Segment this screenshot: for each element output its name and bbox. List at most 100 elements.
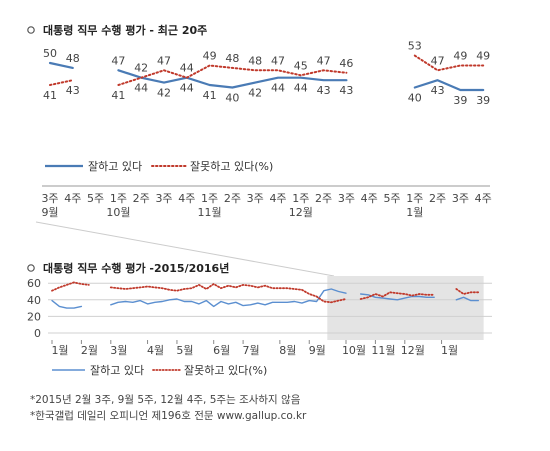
- highlight-band: [327, 276, 484, 340]
- x-tick-month: 5월: [176, 344, 193, 357]
- x-tick-week: 3주: [41, 192, 58, 205]
- x-tick-month: 12월: [401, 344, 425, 357]
- data-label-disapprove: 47: [157, 54, 171, 67]
- series-line-1-seg-4: [455, 296, 479, 302]
- x-tick-month: 9월: [41, 206, 58, 219]
- data-label-approve: 48: [66, 52, 80, 65]
- data-label-disapprove: 48: [248, 54, 262, 67]
- zoom-connector-line: [35, 221, 335, 277]
- chart-title: 대통령 직무 수행 평가 -2015/2016년: [43, 261, 229, 275]
- data-label-approve: 41: [203, 89, 217, 102]
- x-tick-month: 7월: [243, 344, 260, 357]
- legend-label-disapprove: 잘못하고 있다(%): [184, 363, 267, 377]
- x-tick-week: 5주: [87, 192, 104, 205]
- data-label-approve: 39: [453, 94, 467, 107]
- title-icon: [27, 26, 35, 34]
- series-line-1-seg-3: [413, 79, 485, 92]
- x-tick-week: 4주: [64, 192, 81, 205]
- x-tick-month: 10월: [106, 206, 130, 219]
- data-label-approve: 40: [408, 92, 422, 105]
- data-label-approve: 47: [111, 54, 125, 67]
- series-line-1-seg-2: [110, 288, 347, 308]
- top-chart: 대통령 직무 수행 평가 - 최근 20주 50 41 48 43 47 41 42 44 42 4…: [27, 23, 492, 219]
- footnote-source: *한국갤럽 데일리 오피니언 제196호 전문 www.gallup.co.kr: [30, 410, 307, 422]
- data-label-approve: 44: [180, 62, 194, 75]
- x-tick-week: 3주: [338, 192, 355, 205]
- x-tick-week: 1주: [201, 192, 218, 205]
- x-tick-week: 2주: [315, 192, 332, 205]
- data-label-disapprove: 49: [476, 49, 490, 62]
- data-label-disapprove: 53: [408, 40, 422, 53]
- series-line-2-seg-4: [455, 288, 480, 295]
- x-tick-week: 5주: [383, 192, 400, 205]
- x-tick-month: 11월: [198, 206, 222, 219]
- series-line-1-seg-1: [48, 61, 74, 70]
- x-tick-month: 10월: [342, 344, 366, 357]
- x-tick-month: 12월: [289, 206, 313, 219]
- data-label-disapprove: 48: [225, 52, 239, 65]
- x-tick-month: 6월: [213, 344, 230, 357]
- x-tick-month: 1월: [441, 344, 458, 357]
- data-label-approve: 42: [248, 87, 262, 100]
- x-tick-week: 3주: [247, 192, 264, 205]
- legend-label-disapprove: 잘못하고 있다(%): [190, 159, 273, 173]
- data-label-approve: 50: [43, 47, 57, 60]
- series-line-1-seg-2: [117, 69, 348, 89]
- series-line-1-seg-3: [360, 293, 435, 301]
- series-line-2-seg-1: [49, 79, 74, 86]
- x-tick-week: 4주: [475, 192, 492, 205]
- x-tick-month: 9월: [309, 344, 326, 357]
- legend-label-approve: 잘하고 있다: [88, 159, 142, 173]
- data-label-disapprove: 43: [66, 84, 80, 97]
- data-label-approve: 43: [339, 84, 353, 97]
- y-tick-label: 40: [27, 294, 41, 307]
- data-label-disapprove: 44: [134, 82, 148, 95]
- x-tick-week: 4주: [269, 192, 286, 205]
- title-icon: [27, 264, 35, 272]
- x-tick-week: 2주: [429, 192, 446, 205]
- footnote-survey-gaps: *2015년 2월 3주, 9월 5주, 12월 4주, 5주는 조사하지 않음: [30, 394, 301, 406]
- x-tick-week: 2주: [133, 192, 150, 205]
- series-line-2-seg-2: [109, 283, 347, 304]
- series-line-2-seg-2: [117, 64, 348, 86]
- data-label-disapprove: 41: [43, 89, 57, 102]
- data-label-approve: 43: [431, 84, 445, 97]
- y-tick-label: 0: [34, 327, 41, 340]
- data-label-approve: 43: [317, 84, 331, 97]
- x-tick-week: 3주: [155, 192, 172, 205]
- x-tick-week: 4주: [178, 192, 195, 205]
- legend-label-approve: 잘하고 있다: [90, 363, 144, 377]
- x-tick-month: 3월: [110, 344, 127, 357]
- data-label-approve: 39: [476, 94, 490, 107]
- data-label-approve: 40: [225, 92, 239, 105]
- data-label-disapprove: 44: [180, 82, 194, 95]
- data-label-disapprove: 49: [203, 49, 217, 62]
- x-tick-week: 2주: [224, 192, 241, 205]
- y-tick-label: 60: [27, 277, 41, 290]
- x-tick-month: 1월: [406, 206, 423, 219]
- series-line-2-seg-3: [413, 54, 485, 72]
- data-label-disapprove: 41: [111, 89, 125, 102]
- x-tick-month: 11월: [371, 344, 395, 357]
- x-tick-week: 1주: [110, 192, 127, 205]
- data-label-approve: 44: [271, 82, 285, 95]
- x-tick-month: 1월: [51, 344, 68, 357]
- x-tick-week: 3주: [452, 192, 469, 205]
- data-label-disapprove: 46: [339, 57, 353, 70]
- x-tick-week: 1주: [406, 192, 423, 205]
- data-label-approve: 42: [157, 87, 171, 100]
- x-tick-week: 4주: [361, 192, 378, 205]
- chart-title: 대통령 직무 수행 평가 - 최근 20주: [43, 23, 207, 37]
- series-line-2-seg-1: [51, 281, 90, 292]
- x-tick-week: 1주: [292, 192, 309, 205]
- series-line-1-seg-1: [51, 299, 83, 309]
- x-tick-month: 2월: [81, 344, 98, 357]
- data-label-disapprove: 47: [317, 54, 331, 67]
- x-tick-month: 8월: [279, 344, 296, 357]
- data-label-approve: 42: [134, 62, 148, 75]
- data-label-approve: 44: [294, 82, 308, 95]
- data-label-disapprove: 47: [271, 54, 285, 67]
- y-tick-label: 20: [27, 310, 41, 323]
